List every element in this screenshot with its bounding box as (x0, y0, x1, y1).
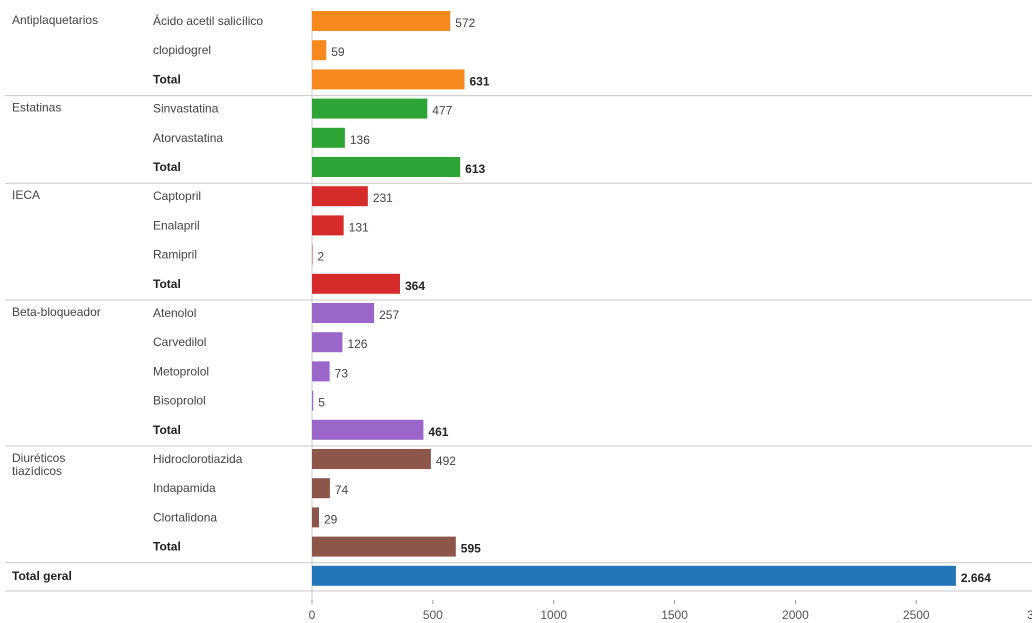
row-label-beta-bloqueador-total: Total (153, 423, 181, 437)
x-tick-label-0: 0 (309, 608, 316, 622)
value-label-ramipril: 2 (318, 250, 325, 264)
group-label-estatinas: Estatinas (12, 101, 61, 115)
value-label-atenolol: 257 (379, 308, 399, 322)
row-label-antiplaquetarios-total: Total (153, 72, 181, 86)
row-label-ieca-total: Total (153, 277, 181, 291)
group-label-ieca: IECA (12, 188, 40, 202)
row-label-carvedilol: Carvedilol (153, 335, 206, 349)
row-label-atenolol: Atenolol (153, 306, 196, 320)
row-label-bisoprolol: Bisoprolol (153, 394, 206, 408)
row-label-clortalidona: Clortalidona (153, 510, 217, 524)
value-label-clopidogrel: 59 (331, 45, 345, 59)
bar-clopidogrel (312, 40, 327, 61)
row-label-indapamida: Indapamida (153, 481, 216, 495)
value-label-captopril: 231 (373, 191, 393, 205)
grand-total-label: Total geral (12, 569, 72, 583)
bar-atenolol (312, 303, 375, 323)
group-label-diureticos-tiazidicos-line-2: tiazídicos (12, 464, 62, 478)
row-label-ramipril: Ramipril (153, 248, 197, 262)
row-label-enalapril: Enalapril (153, 218, 200, 232)
bar-carvedilol (312, 332, 343, 353)
row-label-estatinas-total: Total (153, 160, 181, 174)
value-label-estatinas-total: 613 (465, 162, 485, 176)
value-label-atorvastatina: 136 (350, 133, 370, 147)
value-label-sinvastatina: 477 (432, 104, 452, 118)
row-label-clopidogrel: clopidogrel (153, 43, 211, 57)
row-label-metoprolol: Metoprolol (153, 364, 209, 378)
bar-bisoprolol (312, 390, 314, 411)
value-label-ieca-total: 364 (405, 279, 425, 293)
row-label-hidroclorotiazida: Hidroclorotiazida (153, 452, 243, 466)
value-label-metoprolol: 73 (335, 366, 349, 380)
row-label-atorvastatina: Atorvastatina (153, 131, 223, 145)
bar-beta-bloqueador-total (312, 419, 424, 440)
bar-enalapril (312, 215, 344, 236)
group-label-beta-bloqueador: Beta-bloqueador (12, 305, 101, 319)
x-tick-label-2500: 2500 (903, 608, 930, 622)
x-tick-label-500: 500 (423, 608, 443, 622)
row-label-captopril: Captopril (153, 189, 201, 203)
row-label-sinvastatina: Sinvastatina (153, 102, 219, 116)
value-label-grand-total: 2.664 (961, 571, 991, 585)
x-tick-label-2000: 2000 (782, 608, 809, 622)
row-label-acido-acetil-salicilico: Ácido acetil salicílico (153, 13, 263, 28)
bar-atorvastatina (312, 127, 345, 148)
value-label-enalapril: 131 (349, 220, 369, 234)
bar-captopril (312, 186, 368, 207)
bar-metoprolol (312, 361, 330, 382)
value-label-diureticos-tiazidicos-total: 595 (461, 542, 481, 556)
bar-ramipril (312, 244, 313, 265)
value-label-antiplaquetarios-total: 631 (470, 74, 490, 88)
value-label-bisoprolol: 5 (318, 396, 325, 410)
bar-indapamida (312, 478, 330, 499)
bar-clortalidona (312, 507, 320, 528)
group-label-antiplaquetarios: Antiplaquetarios (12, 13, 98, 27)
value-label-carvedilol: 126 (347, 337, 367, 351)
value-label-beta-bloqueador-total: 461 (428, 425, 448, 439)
row-label-diureticos-tiazidicos-total: Total (153, 540, 181, 554)
bar-antiplaquetarios-total (312, 69, 465, 90)
bar-sinvastatina (312, 98, 428, 119)
bar-diureticos-tiazidicos-total (312, 536, 456, 557)
bar-estatinas-total (312, 157, 461, 177)
group-label-diureticos-tiazidicos-line-1: Diuréticos (12, 451, 65, 465)
x-tick-label-1500: 1500 (661, 608, 688, 622)
value-label-acido-acetil-salicilico: 572 (455, 16, 475, 30)
x-tick-label-1000: 1000 (540, 608, 567, 622)
value-label-hidroclorotiazida: 492 (436, 454, 456, 468)
value-label-clortalidona: 29 (324, 512, 338, 526)
x-tick-label-3000: 300 (1027, 608, 1032, 622)
bar-grand-total (312, 565, 956, 586)
bar-hidroclorotiazida (312, 449, 431, 469)
value-label-indapamida: 74 (335, 483, 349, 497)
bar-ieca-total (312, 273, 400, 294)
bar-acido-acetil-salicilico (312, 11, 451, 31)
